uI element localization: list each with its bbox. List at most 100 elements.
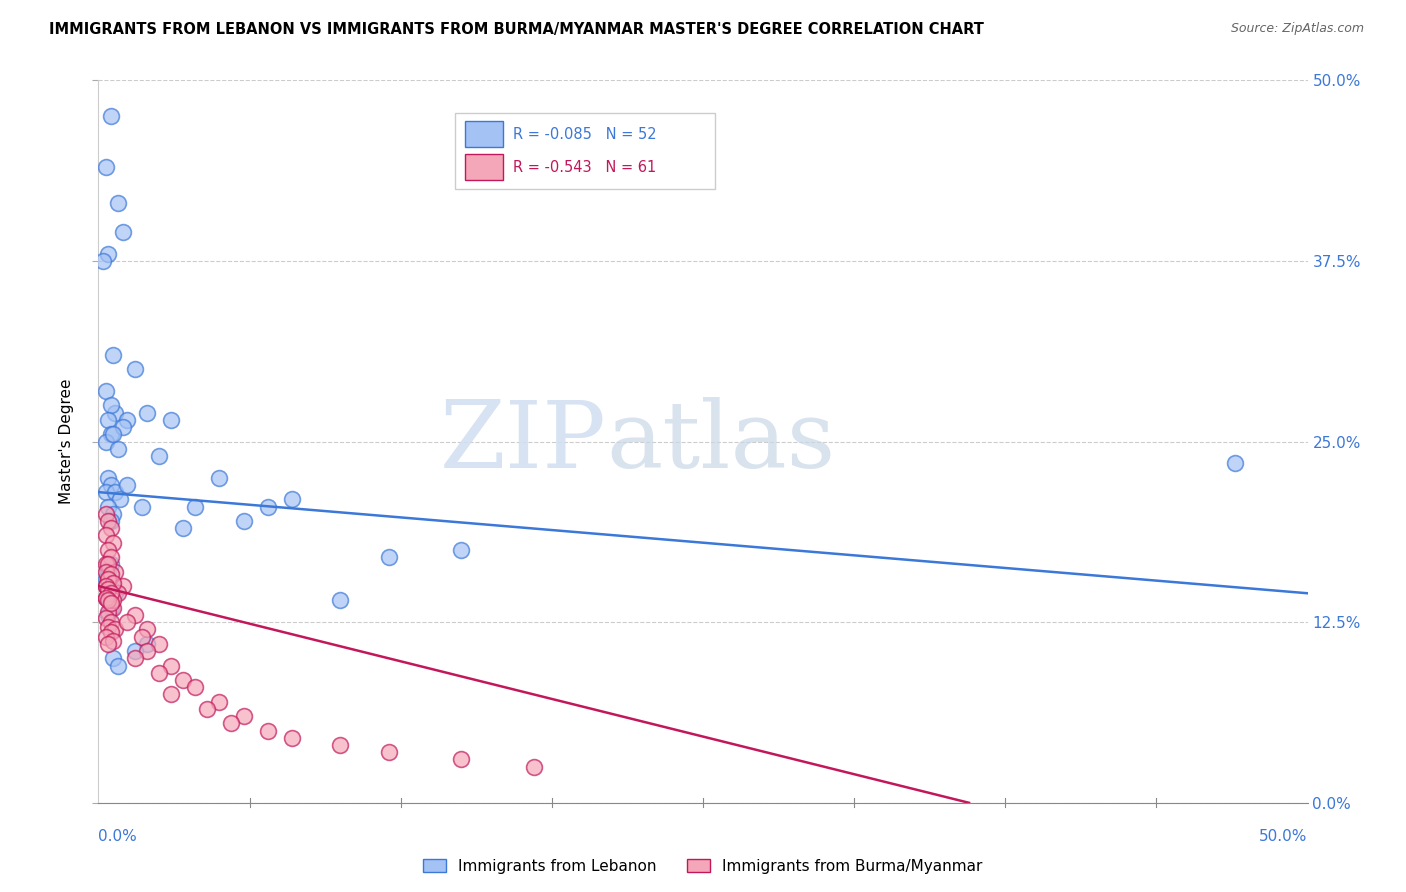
Point: [131, 500, 153, 514]
Point: [97, 582, 120, 596]
Point: [160, 413, 183, 427]
Text: 0.0%: 0.0%: [98, 829, 138, 844]
Point: [107, 586, 129, 600]
Point: [160, 687, 183, 701]
Point: [111, 579, 134, 593]
Legend: Immigrants from Lebanon, Immigrants from Burma/Myanmar: Immigrants from Lebanon, Immigrants from…: [418, 853, 988, 880]
Point: [94, 630, 117, 644]
Point: [124, 362, 146, 376]
Point: [184, 680, 207, 694]
Point: [101, 651, 124, 665]
Point: [107, 196, 129, 211]
Point: [97, 500, 120, 514]
FancyBboxPatch shape: [456, 112, 716, 189]
Point: [97, 565, 120, 579]
Point: [100, 567, 122, 582]
Point: [100, 593, 122, 607]
Point: [97, 413, 120, 427]
Point: [94, 579, 117, 593]
Point: [148, 449, 170, 463]
Point: [94, 579, 117, 593]
Point: [329, 593, 352, 607]
Point: [100, 625, 122, 640]
Point: [101, 535, 124, 549]
Point: [256, 500, 278, 514]
Point: [232, 514, 254, 528]
Text: atlas: atlas: [606, 397, 835, 486]
Point: [135, 623, 157, 637]
Point: [97, 605, 120, 619]
Point: [104, 565, 127, 579]
Point: [91, 253, 114, 268]
Point: [329, 738, 352, 752]
Point: [100, 398, 122, 412]
Bar: [465, 154, 503, 180]
Point: [97, 542, 120, 557]
Point: [111, 225, 134, 239]
Point: [135, 644, 157, 658]
Text: ZIP: ZIP: [440, 397, 606, 486]
Point: [97, 619, 120, 633]
Point: [101, 507, 124, 521]
Point: [232, 709, 254, 723]
Point: [377, 550, 399, 565]
Point: [100, 596, 122, 610]
Point: [97, 514, 120, 528]
Point: [117, 478, 139, 492]
Y-axis label: Master's Degree: Master's Degree: [59, 379, 75, 504]
Point: [104, 623, 127, 637]
Point: [124, 607, 146, 622]
Point: [97, 572, 120, 586]
Point: [100, 582, 122, 596]
Point: [100, 514, 122, 528]
Point: [160, 658, 183, 673]
Point: [104, 485, 127, 500]
Point: [135, 637, 157, 651]
Point: [281, 492, 304, 507]
Point: [94, 558, 117, 572]
Point: [107, 442, 129, 456]
Point: [104, 586, 127, 600]
Point: [100, 600, 122, 615]
Point: [135, 406, 157, 420]
Point: [131, 630, 153, 644]
Point: [184, 500, 207, 514]
Point: [94, 384, 117, 398]
Point: [195, 702, 218, 716]
Point: [97, 558, 120, 572]
Point: [97, 607, 120, 622]
Point: [100, 615, 122, 630]
Point: [94, 507, 117, 521]
Point: [97, 471, 120, 485]
Point: [208, 695, 231, 709]
Point: [148, 665, 170, 680]
Point: [94, 485, 117, 500]
Point: [104, 406, 127, 420]
Point: [94, 160, 117, 174]
Text: 50.0%: 50.0%: [1260, 829, 1308, 844]
Point: [111, 420, 134, 434]
Point: [108, 492, 131, 507]
Point: [101, 600, 124, 615]
Point: [117, 413, 139, 427]
Point: [97, 586, 120, 600]
Point: [100, 550, 122, 565]
Point: [1223, 456, 1246, 470]
Point: [100, 478, 122, 492]
Point: [94, 591, 117, 605]
Point: [101, 348, 124, 362]
Point: [101, 579, 124, 593]
Point: [208, 471, 231, 485]
Point: [221, 716, 243, 731]
Point: [100, 521, 122, 535]
Point: [97, 637, 120, 651]
Point: [148, 637, 170, 651]
Point: [450, 752, 472, 766]
Point: [124, 644, 146, 658]
Point: [101, 576, 124, 591]
Point: [94, 528, 117, 542]
Point: [172, 673, 194, 687]
Point: [117, 615, 139, 630]
Point: [101, 634, 124, 648]
Bar: [465, 121, 503, 147]
